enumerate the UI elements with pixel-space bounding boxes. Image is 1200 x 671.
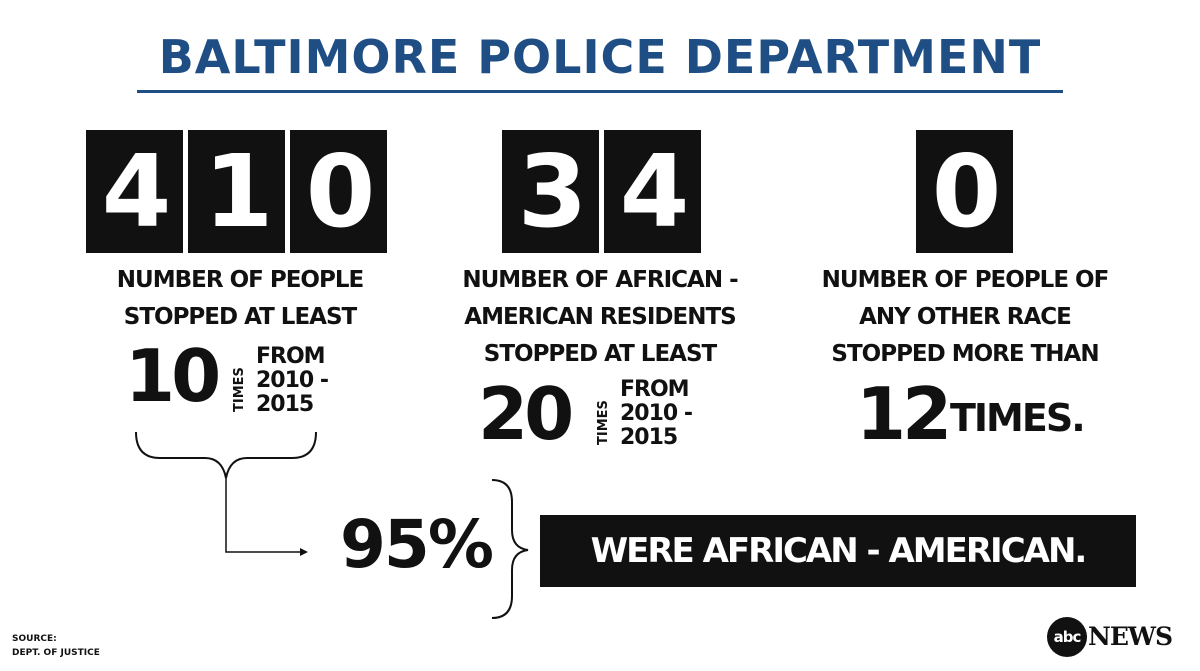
stat2-digit: 3 [502, 130, 599, 253]
stat1-caption-line: NUMBER OF PEOPLE [116, 267, 364, 293]
stat2-caption-line: NUMBER OF AFRICAN - [462, 267, 738, 293]
stat1-brace [135, 431, 317, 479]
stat2-from-line: FROM [620, 377, 690, 402]
stat3-times-label: TIMES. [950, 396, 1086, 440]
stat3-digit: 0 [916, 130, 1013, 253]
stat1-digits: 4 1 0 [86, 130, 387, 253]
stat1-from-line: 2015 [256, 392, 314, 417]
arrow-line [225, 478, 300, 553]
stat2-digits: 3 4 [502, 130, 701, 253]
stat2-from-line: 2015 [620, 425, 678, 450]
stat1-times-number: 10 [125, 334, 221, 418]
abc-logo: abc [1047, 617, 1087, 657]
stat1-date-range: FROM 2010 - 2015 [256, 344, 329, 417]
summary-percent: 95% [340, 506, 494, 583]
stat1-digit: 4 [86, 130, 183, 253]
stat2-caption: NUMBER OF AFRICAN - AMERICAN RESIDENTS S… [420, 262, 780, 373]
stat1-digit: 0 [290, 130, 387, 253]
stat2-caption-line: AMERICAN RESIDENTS [464, 304, 736, 330]
stat2-date-range: FROM 2010 - 2015 [620, 377, 693, 450]
stat1-from-line: FROM [256, 344, 326, 369]
summary-statement: WERE AFRICAN - AMERICAN. [540, 515, 1136, 587]
stat1-caption-line: STOPPED AT LEAST [123, 304, 357, 330]
stat2-times-number: 20 [478, 372, 574, 456]
stat3-caption-line: ANY OTHER RACE [859, 304, 1072, 330]
arrow-head [300, 548, 308, 556]
news-wordmark: NEWS [1088, 622, 1173, 651]
summary-brace [491, 479, 529, 619]
title-underline [137, 90, 1063, 93]
stat2-digit: 4 [604, 130, 701, 253]
stat2-from-line: 2010 - [620, 401, 693, 426]
stat1-digit: 1 [188, 130, 285, 253]
stat3-caption-line: STOPPED MORE THAN [831, 341, 1099, 367]
page-title: BALTIMORE POLICE DEPARTMENT [158, 30, 1042, 84]
stat3-times-number: 12 [856, 372, 952, 456]
stat3-caption: NUMBER OF PEOPLE OF ANY OTHER RACE STOPP… [790, 262, 1140, 373]
source-label: SOURCE: [12, 634, 57, 644]
stat1-caption: NUMBER OF PEOPLE STOPPED AT LEAST [60, 262, 420, 336]
source-value: DEPT. OF JUSTICE [12, 648, 100, 658]
stat1-from-line: 2010 - [256, 368, 329, 393]
stat3-caption-line: NUMBER OF PEOPLE OF [821, 267, 1110, 293]
stat2-caption-line: STOPPED AT LEAST [483, 341, 717, 367]
stat3-digits: 0 [916, 130, 1013, 253]
